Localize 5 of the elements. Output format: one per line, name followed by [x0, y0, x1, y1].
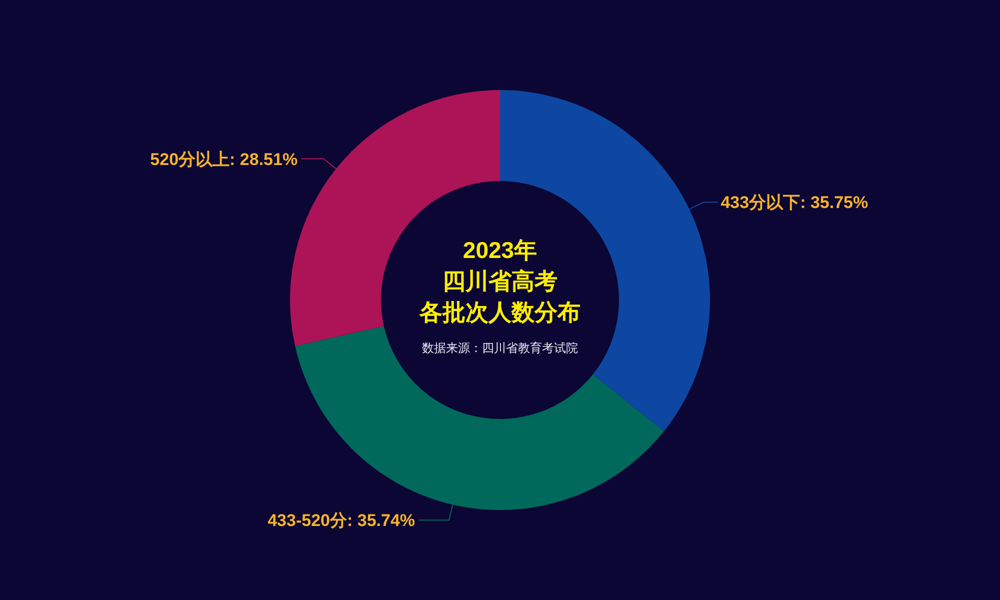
text: 数据来源：四川省教育考试院 [422, 341, 578, 355]
text: 2023年四川省高考各批次人数分布 [418, 237, 580, 325]
slice-label: 433-520分: 35.74% [268, 511, 416, 530]
slice-label: 520分以上: 28.51% [150, 150, 298, 169]
slice-label: 433分以下: 35.75% [720, 193, 868, 212]
